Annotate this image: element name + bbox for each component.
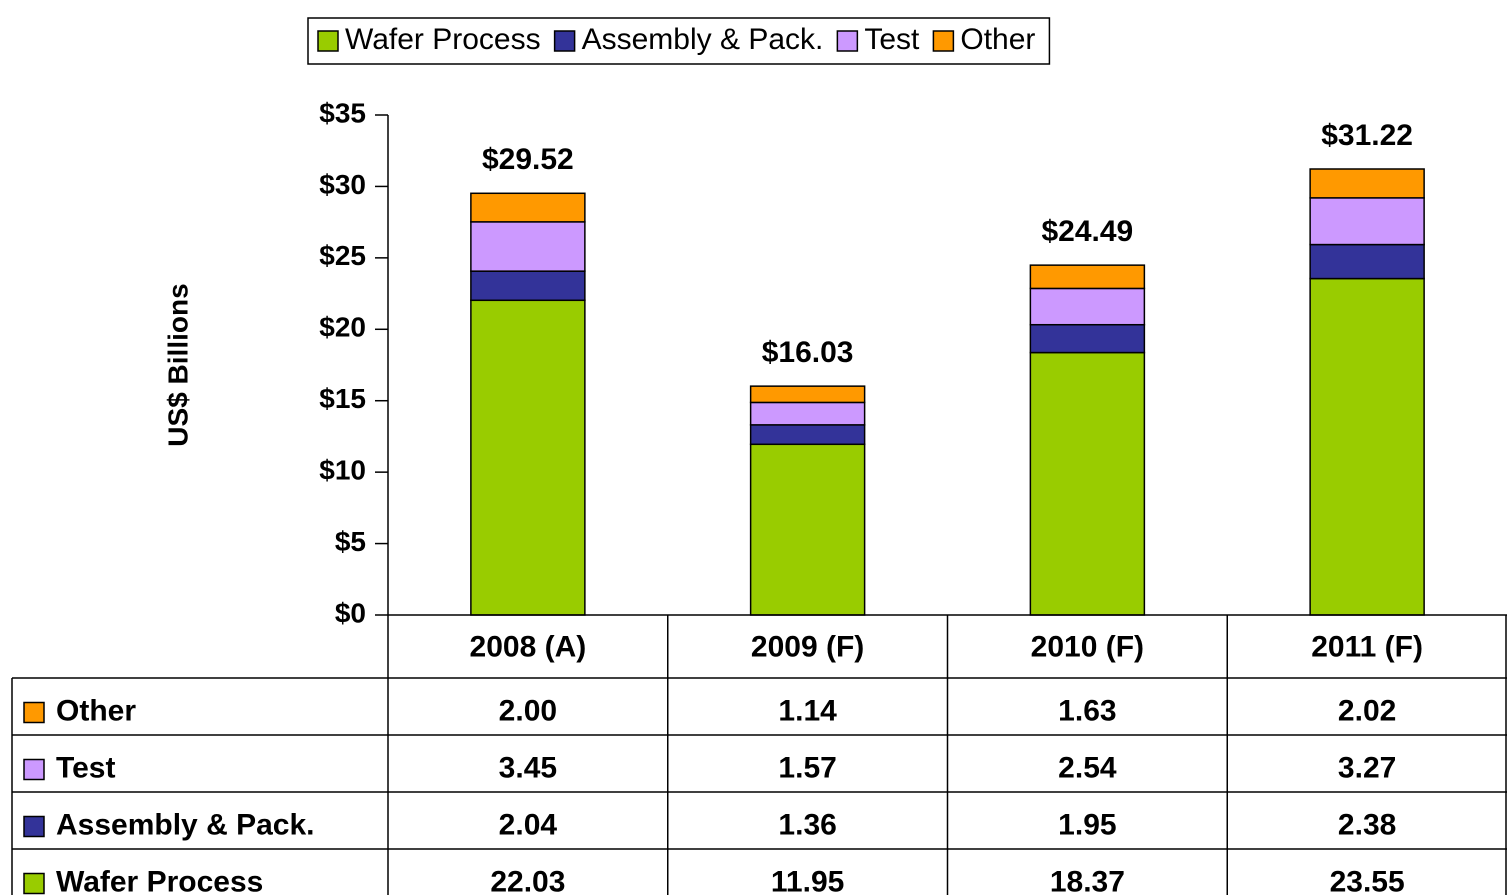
y-tick-label: $15 <box>319 383 366 414</box>
bar-segment <box>1309 168 1425 199</box>
total-label: $31.22 <box>1321 119 1413 152</box>
bar-segment <box>1309 243 1425 280</box>
bar-segment <box>749 401 866 426</box>
x-tick-label: 2008 (A) <box>470 630 587 663</box>
table-value: 2.54 <box>1058 751 1117 784</box>
legend-label: Wafer Process <box>345 23 541 56</box>
row-swatch <box>23 758 45 781</box>
row-label: Test <box>56 751 115 784</box>
y-tick-label: $0 <box>335 597 366 628</box>
table-value: 1.57 <box>778 751 836 784</box>
y-tick-label: $5 <box>335 526 366 557</box>
table-value: 2.38 <box>1338 808 1396 841</box>
row-swatch <box>23 701 45 724</box>
x-tick-label: 2009 (F) <box>751 630 864 663</box>
row-swatch <box>23 872 45 895</box>
y-axis-label: US$ Billions <box>162 283 193 446</box>
x-tick-label: 2011 (F) <box>1311 630 1423 663</box>
bar-segment <box>1309 197 1425 246</box>
bar-segment <box>470 299 586 616</box>
bar-segment <box>1029 323 1146 354</box>
bar-segment <box>470 270 586 302</box>
row-swatch <box>23 815 45 838</box>
legend-swatch <box>836 30 859 52</box>
row-label: Other <box>56 694 136 727</box>
table-value: 1.14 <box>778 694 837 727</box>
bar-segment <box>749 424 866 446</box>
y-tick-label: $35 <box>319 97 366 128</box>
bar-segment <box>1029 287 1146 326</box>
legend-box <box>307 17 1051 65</box>
total-label: $24.49 <box>1041 215 1133 248</box>
table-value: 11.95 <box>771 865 844 895</box>
bar-segment <box>749 385 866 404</box>
row-label: Assembly & Pack. <box>56 808 314 841</box>
table-value: 23.55 <box>1330 865 1405 895</box>
legend-label: Assembly & Pack. <box>582 23 824 56</box>
table-value: 1.36 <box>778 808 836 841</box>
bar-segment <box>749 443 866 616</box>
table-value: 18.37 <box>1050 865 1125 895</box>
legend-label: Other <box>960 23 1035 56</box>
y-tick-label: $25 <box>319 240 366 271</box>
total-label: $16.03 <box>762 336 854 369</box>
table-value: 3.45 <box>499 751 557 784</box>
bar-segment <box>1309 277 1425 616</box>
bar-segment <box>470 192 586 223</box>
legend-swatch <box>317 30 339 52</box>
table-value: 2.04 <box>499 808 558 841</box>
legend-label: Test <box>864 23 920 56</box>
table-value: 22.03 <box>490 865 565 895</box>
y-tick-label: $20 <box>319 312 366 343</box>
table-value: 2.02 <box>1338 694 1396 727</box>
table-value: 1.95 <box>1058 808 1116 841</box>
legend-swatch <box>932 30 955 52</box>
row-label: Wafer Process <box>56 865 263 895</box>
bar-segment <box>470 221 586 272</box>
bar-segment <box>1029 264 1146 290</box>
total-label: $29.52 <box>482 143 574 176</box>
x-tick-label: 2010 (F) <box>1031 630 1144 663</box>
y-tick-label: $10 <box>319 455 366 486</box>
legend-swatch <box>553 30 576 52</box>
bar-segment <box>1029 351 1146 616</box>
table-value: 3.27 <box>1338 751 1396 784</box>
table-value: 2.00 <box>499 694 557 727</box>
table-value: 1.63 <box>1058 694 1116 727</box>
y-tick-label: $30 <box>319 169 366 200</box>
